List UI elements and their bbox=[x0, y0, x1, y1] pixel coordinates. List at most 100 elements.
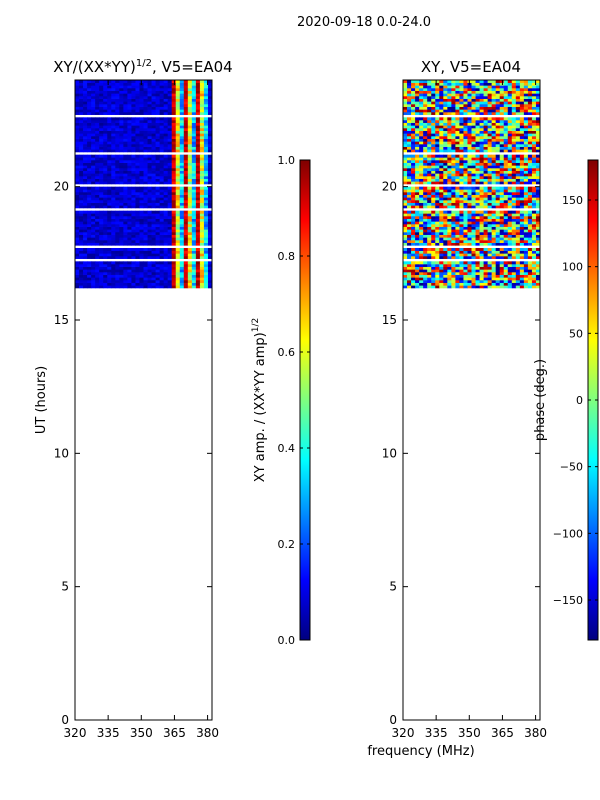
heatmap-cell bbox=[487, 213, 493, 217]
heatmap-cell bbox=[195, 264, 201, 267]
heatmap-cell bbox=[511, 165, 517, 169]
heatmap-cell bbox=[203, 240, 209, 243]
heatmap-cell bbox=[523, 277, 529, 281]
heatmap-cell bbox=[123, 285, 128, 289]
heatmap-cell bbox=[135, 234, 140, 238]
heatmap-cell bbox=[131, 109, 136, 113]
heatmap-cell bbox=[163, 125, 169, 129]
heatmap-cell bbox=[515, 221, 521, 225]
heatmap-cell bbox=[179, 229, 185, 233]
heatmap-cell bbox=[199, 144, 205, 147]
heatmap-cell bbox=[79, 274, 84, 278]
heatmap-cell bbox=[131, 154, 136, 158]
heatmap-cell bbox=[471, 253, 476, 257]
heatmap-cell bbox=[527, 192, 533, 195]
heatmap-cell bbox=[207, 261, 213, 265]
heatmap-cell bbox=[139, 226, 144, 230]
heatmap-cell bbox=[403, 176, 408, 179]
heatmap-cell bbox=[107, 120, 112, 123]
heatmap-cell bbox=[475, 130, 480, 134]
heatmap-cell bbox=[159, 162, 165, 166]
heatmap-cell bbox=[447, 88, 452, 91]
heatmap-cell bbox=[511, 221, 517, 225]
heatmap-cell bbox=[179, 240, 185, 243]
heatmap-cell bbox=[107, 101, 112, 105]
heatmap-cell bbox=[87, 272, 92, 275]
heatmap-cell bbox=[491, 218, 497, 222]
heatmap-cell bbox=[75, 178, 80, 182]
heatmap-cell bbox=[163, 141, 169, 145]
heatmap-cell bbox=[151, 280, 156, 283]
heatmap-cell bbox=[115, 85, 120, 89]
heatmap-cell bbox=[155, 248, 161, 251]
heatmap-cell bbox=[467, 122, 472, 126]
heatmap-cell bbox=[127, 120, 132, 123]
heatmap-cell bbox=[79, 186, 84, 190]
heatmap-cell bbox=[531, 138, 537, 142]
heatmap-cell bbox=[527, 229, 533, 233]
heatmap-cell bbox=[511, 106, 517, 110]
heatmap-cell bbox=[203, 130, 209, 134]
heatmap-cell bbox=[487, 130, 493, 134]
heatmap-cell bbox=[435, 194, 440, 198]
heatmap-cell bbox=[503, 218, 509, 222]
heatmap-cell bbox=[119, 202, 124, 206]
heatmap-cell bbox=[515, 280, 521, 283]
heatmap-cell bbox=[463, 162, 468, 166]
heatmap-cell bbox=[139, 224, 144, 227]
heatmap-cell bbox=[535, 256, 541, 259]
heatmap-cell bbox=[155, 186, 161, 190]
heatmap-cell bbox=[439, 141, 444, 145]
heatmap-cell bbox=[435, 120, 440, 123]
x-tick-label: 350 bbox=[458, 726, 481, 740]
heatmap-cell bbox=[151, 122, 156, 126]
heatmap-cell bbox=[463, 186, 468, 190]
heatmap-cell bbox=[163, 189, 169, 193]
heatmap-cell bbox=[463, 98, 468, 102]
heatmap-cell bbox=[511, 192, 517, 195]
heatmap-cell bbox=[483, 178, 489, 182]
heatmap-cell bbox=[83, 274, 88, 278]
heatmap-cell bbox=[191, 144, 197, 147]
heatmap-cell bbox=[443, 109, 448, 113]
heatmap-cell bbox=[107, 200, 112, 203]
heatmap-cell bbox=[119, 280, 124, 283]
heatmap-cell bbox=[451, 229, 456, 233]
heatmap-cell bbox=[407, 168, 412, 171]
heatmap-cell bbox=[463, 173, 468, 177]
heatmap-cell bbox=[431, 109, 436, 113]
heatmap-cell bbox=[499, 242, 505, 246]
heatmap-cell bbox=[147, 160, 152, 163]
heatmap-cell bbox=[159, 192, 165, 195]
heatmap-cell bbox=[495, 130, 501, 134]
heatmap-cell bbox=[131, 202, 136, 206]
heatmap-cell bbox=[407, 80, 412, 83]
heatmap-cell bbox=[123, 109, 128, 113]
heatmap-cell bbox=[503, 253, 509, 257]
heatmap-cell bbox=[467, 154, 472, 158]
heatmap-cell bbox=[171, 197, 177, 201]
heatmap-cell bbox=[503, 125, 509, 129]
heatmap-cell bbox=[99, 96, 104, 99]
heatmap-cell bbox=[487, 256, 493, 259]
heatmap-cell bbox=[87, 128, 92, 131]
heatmap-cell bbox=[91, 88, 96, 91]
heatmap-cell bbox=[107, 192, 112, 195]
heatmap-cell bbox=[159, 157, 165, 161]
heatmap-cell bbox=[195, 232, 201, 235]
heatmap-cell bbox=[151, 120, 156, 123]
heatmap-cell bbox=[159, 146, 165, 150]
heatmap-cell bbox=[187, 96, 193, 99]
heatmap-cell bbox=[415, 93, 420, 97]
heatmap-cell bbox=[119, 242, 124, 246]
heatmap-cell bbox=[191, 120, 197, 123]
heatmap-cell bbox=[447, 194, 452, 198]
heatmap-cell bbox=[99, 165, 104, 169]
heatmap-cell bbox=[519, 274, 525, 278]
heatmap-cell bbox=[187, 120, 193, 123]
heatmap-cell bbox=[403, 194, 408, 198]
heatmap-cell bbox=[507, 272, 513, 275]
heatmap-cell bbox=[119, 157, 124, 161]
heatmap-cell bbox=[135, 189, 140, 193]
heatmap-cell bbox=[407, 234, 412, 238]
